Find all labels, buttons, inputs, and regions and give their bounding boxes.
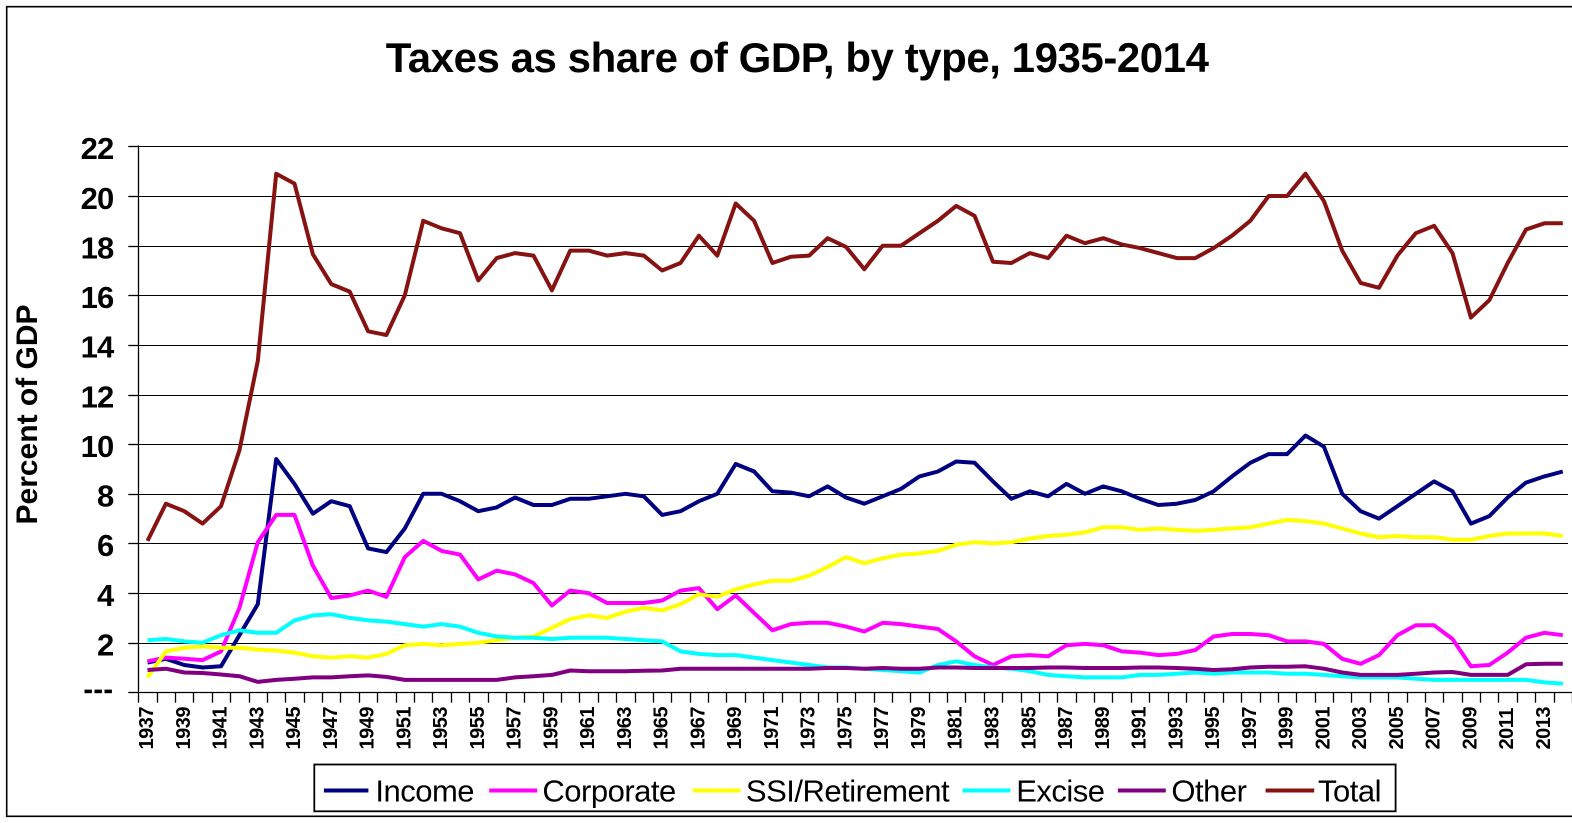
svg-text:1969: 1969 [724, 707, 746, 750]
svg-text:1979: 1979 [908, 707, 930, 750]
svg-text:Other: Other [1171, 774, 1246, 809]
svg-text:1999: 1999 [1276, 707, 1298, 750]
svg-text:1973: 1973 [798, 707, 820, 750]
svg-text:1945: 1945 [283, 707, 305, 750]
svg-text:1987: 1987 [1055, 707, 1077, 750]
svg-text:1951: 1951 [393, 707, 415, 750]
svg-text:1943: 1943 [246, 707, 268, 750]
svg-text:2007: 2007 [1423, 707, 1445, 750]
svg-text:1937: 1937 [136, 707, 158, 750]
svg-text:1959: 1959 [540, 707, 562, 750]
svg-text:1955: 1955 [467, 707, 489, 750]
svg-text:1957: 1957 [504, 707, 526, 750]
svg-text:1975: 1975 [835, 707, 857, 750]
svg-text:2001: 2001 [1312, 707, 1334, 750]
svg-text:1963: 1963 [614, 707, 636, 750]
svg-text:2005: 2005 [1386, 707, 1408, 750]
svg-text:8: 8 [97, 479, 114, 514]
svg-text:1983: 1983 [982, 707, 1004, 750]
svg-text:Total: Total [1318, 774, 1381, 809]
svg-text:2003: 2003 [1349, 707, 1371, 750]
svg-text:1953: 1953 [430, 707, 452, 750]
svg-text:1991: 1991 [1129, 707, 1151, 750]
svg-text:14: 14 [81, 330, 115, 365]
svg-text:6: 6 [97, 528, 114, 563]
svg-text:1977: 1977 [871, 707, 893, 750]
svg-text:2013: 2013 [1533, 707, 1555, 750]
svg-text:Percent of GDP: Percent of GDP [11, 304, 44, 524]
svg-text:1997: 1997 [1239, 707, 1261, 750]
svg-text:1993: 1993 [1165, 707, 1187, 750]
svg-text:18: 18 [81, 231, 114, 266]
svg-text:4: 4 [97, 578, 115, 613]
svg-text:20: 20 [81, 181, 114, 216]
svg-text:1995: 1995 [1202, 707, 1224, 750]
svg-text:1939: 1939 [173, 707, 195, 750]
svg-text:Corporate: Corporate [542, 774, 675, 809]
svg-text:1981: 1981 [945, 707, 967, 750]
svg-text:1967: 1967 [687, 707, 709, 750]
svg-text:1989: 1989 [1092, 707, 1114, 750]
svg-text:16: 16 [81, 280, 114, 315]
svg-text:22: 22 [81, 131, 114, 166]
svg-text:1985: 1985 [1018, 707, 1040, 750]
svg-text:1965: 1965 [651, 707, 673, 750]
svg-text:SSI/Retirement: SSI/Retirement [746, 774, 950, 809]
svg-text:Excise: Excise [1016, 774, 1104, 809]
svg-text:1941: 1941 [210, 707, 232, 750]
svg-text:2011: 2011 [1496, 708, 1518, 750]
svg-text:10: 10 [81, 429, 114, 464]
svg-text:1949: 1949 [357, 707, 379, 750]
svg-text:1971: 1971 [761, 707, 783, 750]
svg-text:2009: 2009 [1459, 707, 1481, 750]
svg-text:12: 12 [81, 379, 114, 414]
svg-text:Income: Income [375, 774, 474, 809]
svg-text:Taxes as share of GDP, by type: Taxes as share of GDP, by type, 1935-201… [386, 34, 1210, 81]
svg-text:2: 2 [97, 628, 113, 663]
svg-text:1947: 1947 [320, 707, 342, 750]
svg-text:1961: 1961 [577, 707, 599, 750]
